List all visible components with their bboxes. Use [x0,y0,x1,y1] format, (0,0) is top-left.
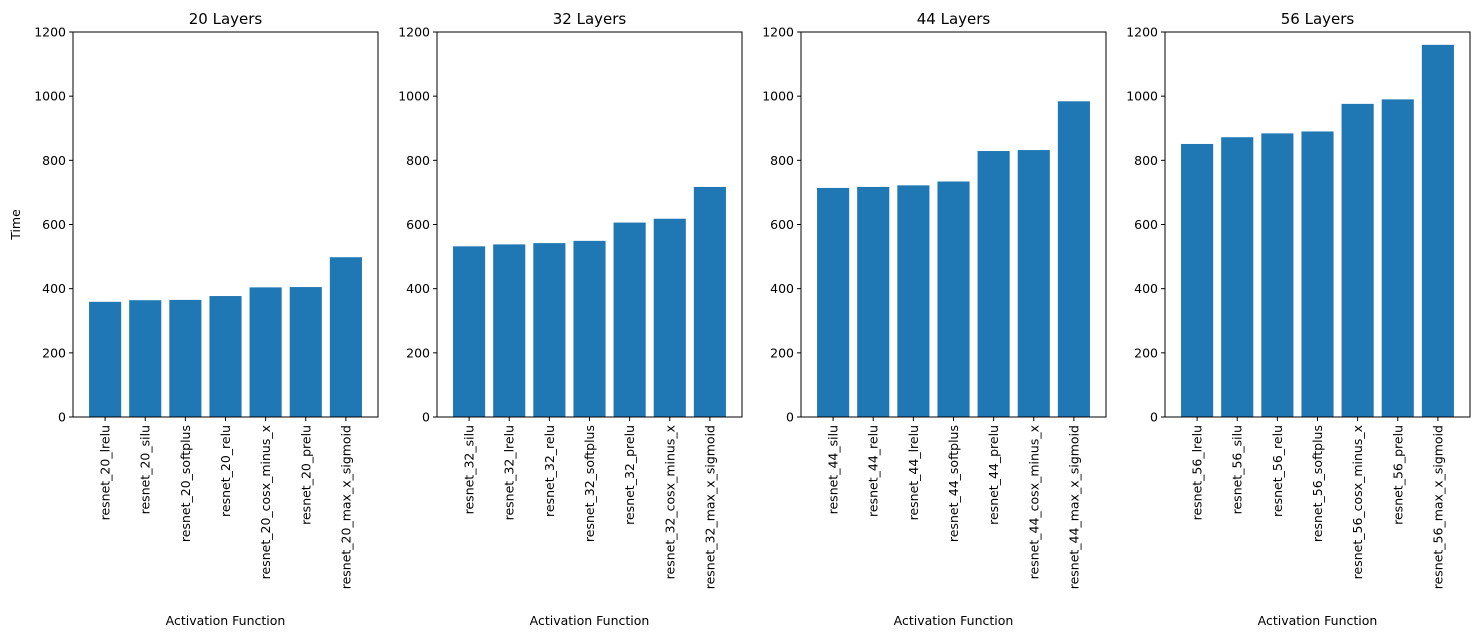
bar-resnet_32_softplus [573,240,606,417]
x-tick-label: resnet_56_max_x_sigmoid [1430,425,1445,589]
x-tick-label: resnet_44_cosx_minus_x [1026,425,1041,579]
bar-resnet_32_prelu [613,222,646,417]
y-tick-label: 600 [406,217,430,232]
bar-resnet_44_prelu [977,151,1010,417]
x-tick-label: resnet_20_lrelu [98,425,113,520]
x-tick-label: resnet_32_softplus [582,425,597,542]
x-tick-label: resnet_32_relu [542,425,557,517]
x-tick-label: resnet_44_prelu [986,425,1001,525]
x-tick-label: resnet_44_max_x_sigmoid [1066,425,1081,589]
y-tick-label: 1000 [398,89,430,104]
bar-resnet_20_prelu [289,287,322,417]
bar-resnet_20_silu [129,300,162,417]
bar-resnet_56_silu [1221,137,1254,418]
y-tick-label: 600 [1134,217,1158,232]
y-tick-label: 0 [1150,410,1158,425]
y-tick-label: 1200 [398,25,430,40]
x-tick-label: resnet_56_relu [1270,425,1285,517]
x-axis-label: Activation Function [894,613,1014,628]
y-tick-label: 1200 [34,25,66,40]
bar-resnet_20_softplus [169,299,202,417]
bar-resnet_56_softplus [1301,131,1334,417]
panel-title: 32 Layers [553,10,627,28]
bar-resnet_44_softplus [937,181,970,417]
y-tick-label: 0 [58,410,66,425]
x-tick-label: resnet_56_prelu [1390,425,1405,525]
y-tick-label: 600 [42,217,66,232]
bar-resnet_20_max_x_sigmoid [329,257,362,417]
bar-resnet_32_max_x_sigmoid [693,186,726,417]
y-tick-label: 1000 [762,89,794,104]
bar-resnet_20_relu [209,296,242,417]
x-tick-label: resnet_44_silu [826,425,841,514]
bar-resnet_44_relu [857,186,890,417]
y-tick-label: 1200 [762,25,794,40]
y-tick-label: 1200 [1126,25,1158,40]
bar-resnet_32_cosx_minus_x [653,218,686,417]
bar-resnet_44_cosx_minus_x [1017,150,1050,417]
bar-resnet_32_silu [453,246,486,417]
chart-panel-4: 0 200 400 600 800 1000 1200 resnet_56_lrelu resn… [1126,10,1471,628]
y-tick-label: 800 [770,153,794,168]
x-tick-label: resnet_20_max_x_sigmoid [338,425,353,589]
y-tick-label: 0 [422,410,430,425]
chart-panel-1: 0 200 400 600 800 1000 1200 resnet_20_lrelu resn… [8,10,379,628]
y-tick-label: 800 [406,153,430,168]
x-tick-label: resnet_56_softplus [1310,425,1325,542]
x-tick-label: resnet_56_silu [1230,425,1245,514]
bar-resnet_44_lrelu [897,185,930,417]
x-tick-label: resnet_32_prelu [622,425,637,525]
y-tick-label: 400 [42,281,66,296]
chart-panel-2: 0 200 400 600 800 1000 1200 resnet_32_silu resne… [398,10,743,628]
y-tick-label: 1000 [1126,89,1158,104]
bar-resnet_20_lrelu [89,301,122,417]
x-tick-label: resnet_32_max_x_sigmoid [702,425,717,589]
panel-title: 44 Layers [917,10,991,28]
y-tick-label: 200 [770,345,794,360]
x-tick-label: resnet_44_relu [866,425,881,517]
y-tick-label: 800 [42,153,66,168]
chart-panel-3: 0 200 400 600 800 1000 1200 resnet_44_silu resne… [762,10,1107,628]
bar-resnet_44_silu [817,187,850,417]
x-axis-label: Activation Function [1258,613,1378,628]
bar-resnet_56_lrelu [1181,143,1214,417]
bar-resnet_56_cosx_minus_x [1341,103,1374,418]
x-tick-label: resnet_20_prelu [298,425,313,525]
x-tick-label: resnet_20_softplus [178,425,193,542]
bar-resnet_56_relu [1261,133,1294,417]
x-tick-label: resnet_32_silu [462,425,477,514]
x-tick-label: resnet_44_softplus [946,425,961,542]
panel-title: 20 Layers [189,10,263,28]
x-tick-label: resnet_56_cosx_minus_x [1350,425,1365,579]
y-tick-label: 400 [1134,281,1158,296]
x-tick-label: resnet_20_silu [138,425,153,514]
x-tick-label: resnet_20_relu [218,425,233,517]
bar-resnet_56_prelu [1381,99,1414,418]
x-axis-label: Activation Function [530,613,650,628]
y-tick-label: 200 [406,345,430,360]
bar-resnet_20_cosx_minus_x [249,287,282,417]
y-tick-label: 800 [1134,153,1158,168]
bar-resnet_32_relu [533,243,566,417]
y-tick-label: 600 [770,217,794,232]
y-tick-label: 1000 [34,89,66,104]
y-tick-label: 0 [786,410,794,425]
panel-title: 56 Layers [1281,10,1355,28]
x-tick-label: resnet_20_cosx_minus_x [258,425,273,579]
y-tick-label: 400 [406,281,430,296]
x-tick-label: resnet_32_cosx_minus_x [662,425,677,579]
x-tick-label: resnet_32_lrelu [502,425,517,520]
x-tick-label: resnet_56_lrelu [1190,425,1205,520]
y-tick-label: 400 [770,281,794,296]
y-axis-label: Time [8,209,23,241]
y-tick-label: 200 [1134,345,1158,360]
x-tick-label: resnet_44_lrelu [906,425,921,520]
y-tick-label: 200 [42,345,66,360]
bar-resnet_56_max_x_sigmoid [1421,44,1454,417]
bar-resnet_32_lrelu [493,244,526,417]
bar-resnet_44_max_x_sigmoid [1057,101,1090,418]
x-axis-label: Activation Function [166,613,286,628]
